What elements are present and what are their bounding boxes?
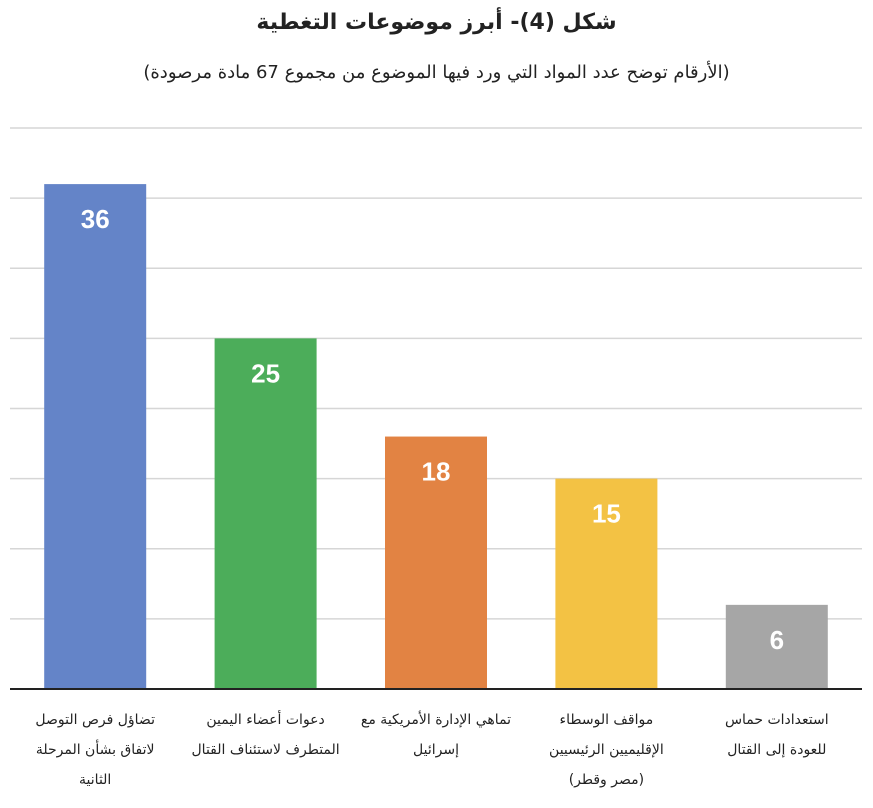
category-label: دعوات أعضاء اليمين المتطرف لاستئناف القت… [191,712,340,758]
bar-value-label: 18 [422,457,451,487]
bar [214,338,317,689]
bar-value-label: 6 [770,625,784,655]
bar [555,478,658,689]
category-label: مواقف الوسطاء الإقليميين الرئيسيين (مصر … [549,712,664,788]
bar-value-label: 25 [251,358,280,388]
chart-title: شكل (4)- أبرز موضوعات التغطية [256,10,617,35]
category-label: تضاؤل فرص التوصل لاتفاق بشأن المرحلة الث… [35,712,155,788]
category-label: استعدادات حماس للعودة إلى القتال [724,712,829,758]
bar-value-label: 15 [592,499,621,529]
chart-subtitle: (الأرقام توضح عدد المواد التي ورد فيها ا… [143,62,730,83]
bar-value-label: 36 [81,204,110,234]
bar [385,436,487,689]
bar [725,604,828,689]
bar [44,184,147,689]
category-label: تماهي الإدارة الأمريكية مع إسرائيل [360,712,512,758]
